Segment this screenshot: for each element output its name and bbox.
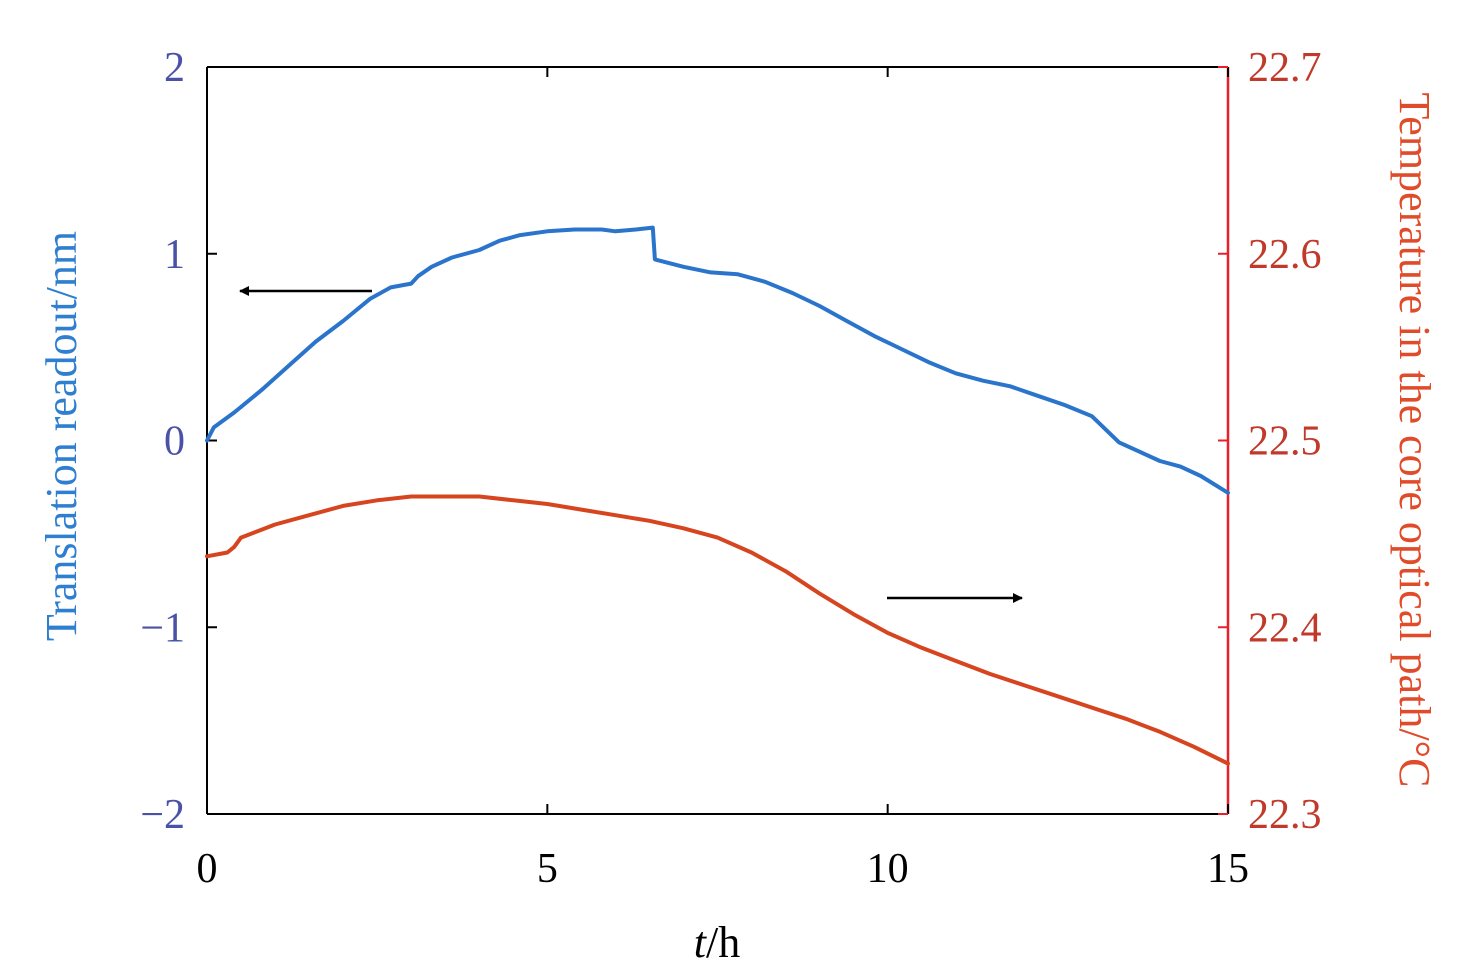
x-axis-title-unit: /h [706, 918, 740, 967]
left-y-axis-title: Translation readout/nm [37, 231, 86, 641]
right-y-tick-label: 22.7 [1248, 45, 1322, 91]
left-y-tick-label: 0 [164, 419, 185, 465]
left-y-tick-label: 2 [164, 45, 185, 91]
right-y-tick-label: 22.5 [1248, 419, 1322, 465]
x-tick-label: 5 [537, 846, 558, 892]
right-y-tick-label: 22.6 [1248, 232, 1322, 278]
series-lines [205, 225, 1230, 766]
temperature-line [205, 494, 1230, 766]
left-y-tick-label: 1 [164, 232, 185, 278]
right-y-tick-label: 22.3 [1248, 792, 1322, 838]
annotations [239, 286, 1023, 603]
right-y-axis-title: Temperature in the core optical path/°C [1390, 92, 1439, 787]
left-y-tick-label: −2 [140, 792, 185, 838]
translation-readout-line [205, 225, 1230, 495]
x-tick-label: 15 [1207, 846, 1249, 892]
right-y-tick-label: 22.4 [1248, 605, 1322, 651]
x-axis-title-symbol: t [694, 918, 708, 967]
x-axis-title: t/h [694, 918, 740, 967]
left-y-tick-label: −1 [140, 605, 185, 651]
x-tick-label: 0 [197, 846, 218, 892]
x-tick-label: 10 [867, 846, 909, 892]
